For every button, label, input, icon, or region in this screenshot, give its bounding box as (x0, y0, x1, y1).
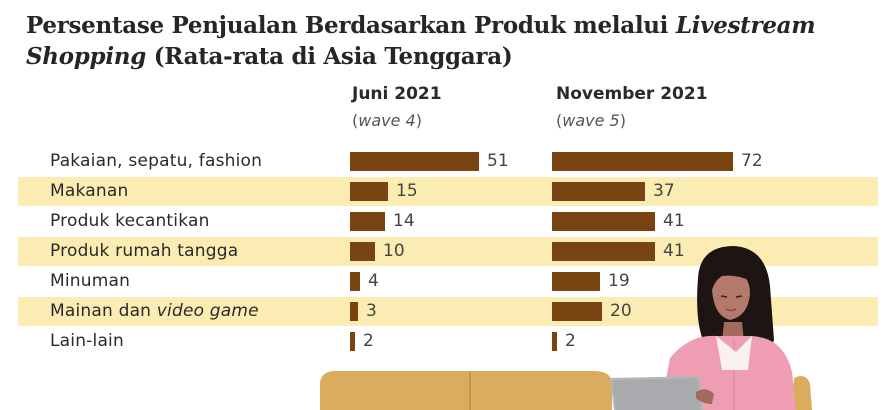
series-subtitle-wave: wave 4 (358, 111, 416, 130)
bar-2-6 (552, 302, 602, 321)
data-label-1-6: 3 (366, 301, 377, 321)
series-subtitle-1: (wave 4) (352, 111, 422, 130)
category-label: Lain-lain (50, 327, 124, 356)
bar-1-4 (350, 242, 375, 261)
bar-1-5 (350, 272, 360, 291)
series-subtitle-open: ( (352, 111, 359, 130)
series-subtitle-2: (wave 5) (556, 111, 626, 130)
series-header-1: Juni 2021 (352, 84, 442, 104)
category-label-text: Produk rumah tangga (50, 241, 239, 261)
category-label-text: Produk kecantikan (50, 211, 210, 231)
bar-1-7 (350, 332, 355, 351)
chart-title-italic-1: Livestream (675, 12, 816, 39)
series-subtitle-close: ) (619, 111, 626, 130)
data-label-2-6: 20 (610, 301, 632, 321)
data-label-1-3: 14 (393, 211, 415, 231)
bar-2-7 (552, 332, 557, 351)
chart-title-subtitle: (Rata-rata di Asia Tenggara) (145, 43, 513, 70)
category-label: Pakaian, sepatu, fashion (50, 147, 262, 176)
category-label: Mainan dan video game (50, 297, 259, 326)
data-label-2-2: 37 (653, 181, 675, 201)
data-label-1-4: 10 (383, 241, 405, 261)
data-label-1-2: 15 (396, 181, 418, 201)
series-subtitle-wave: wave 5 (562, 111, 620, 130)
chart-title-text: Persentase Penjualan Berdasarkan Produk … (26, 12, 676, 39)
series-header-2: November 2021 (556, 84, 708, 104)
chart-title-italic-2: Shopping (26, 43, 146, 70)
bar-1-3 (350, 212, 385, 231)
data-label-1-1: 51 (487, 151, 509, 171)
bar-2-3 (552, 212, 655, 231)
bar-2-1 (552, 152, 733, 171)
bar-2-4 (552, 242, 655, 261)
bar-1-6 (350, 302, 358, 321)
series-subtitle-close: ) (415, 111, 422, 130)
category-label: Produk kecantikan (50, 207, 210, 236)
face-icon (712, 270, 750, 320)
category-label: Makanan (50, 177, 128, 206)
chart-title: Persentase Penjualan Berdasarkan Produk … (26, 10, 866, 72)
bar-2-2 (552, 182, 645, 201)
category-label: Produk rumah tangga (50, 237, 238, 266)
category-label-text: Lain-lain (50, 331, 124, 351)
category-label-italic: video game (156, 301, 259, 321)
category-label-text: Minuman (50, 271, 131, 291)
row-band (18, 177, 878, 206)
series-subtitle-open: ( (556, 111, 563, 130)
bar-1-1 (350, 152, 479, 171)
bar-2-5 (552, 272, 600, 291)
bar-1-2 (350, 182, 388, 201)
category-label-text: Mainan dan (50, 301, 157, 321)
category-label: Minuman (50, 267, 130, 296)
data-label-1-5: 4 (368, 271, 379, 291)
category-label-text: Makanan (50, 181, 129, 201)
data-label-2-4: 41 (663, 241, 685, 261)
data-label-2-5: 19 (608, 271, 630, 291)
data-label-1-7: 2 (363, 331, 374, 351)
data-label-2-3: 41 (663, 211, 685, 231)
sofa-icon (320, 371, 612, 410)
data-label-2-7: 2 (565, 331, 576, 351)
data-label-2-1: 72 (741, 151, 763, 171)
category-label-text: Pakaian, sepatu, fashion (50, 151, 263, 171)
